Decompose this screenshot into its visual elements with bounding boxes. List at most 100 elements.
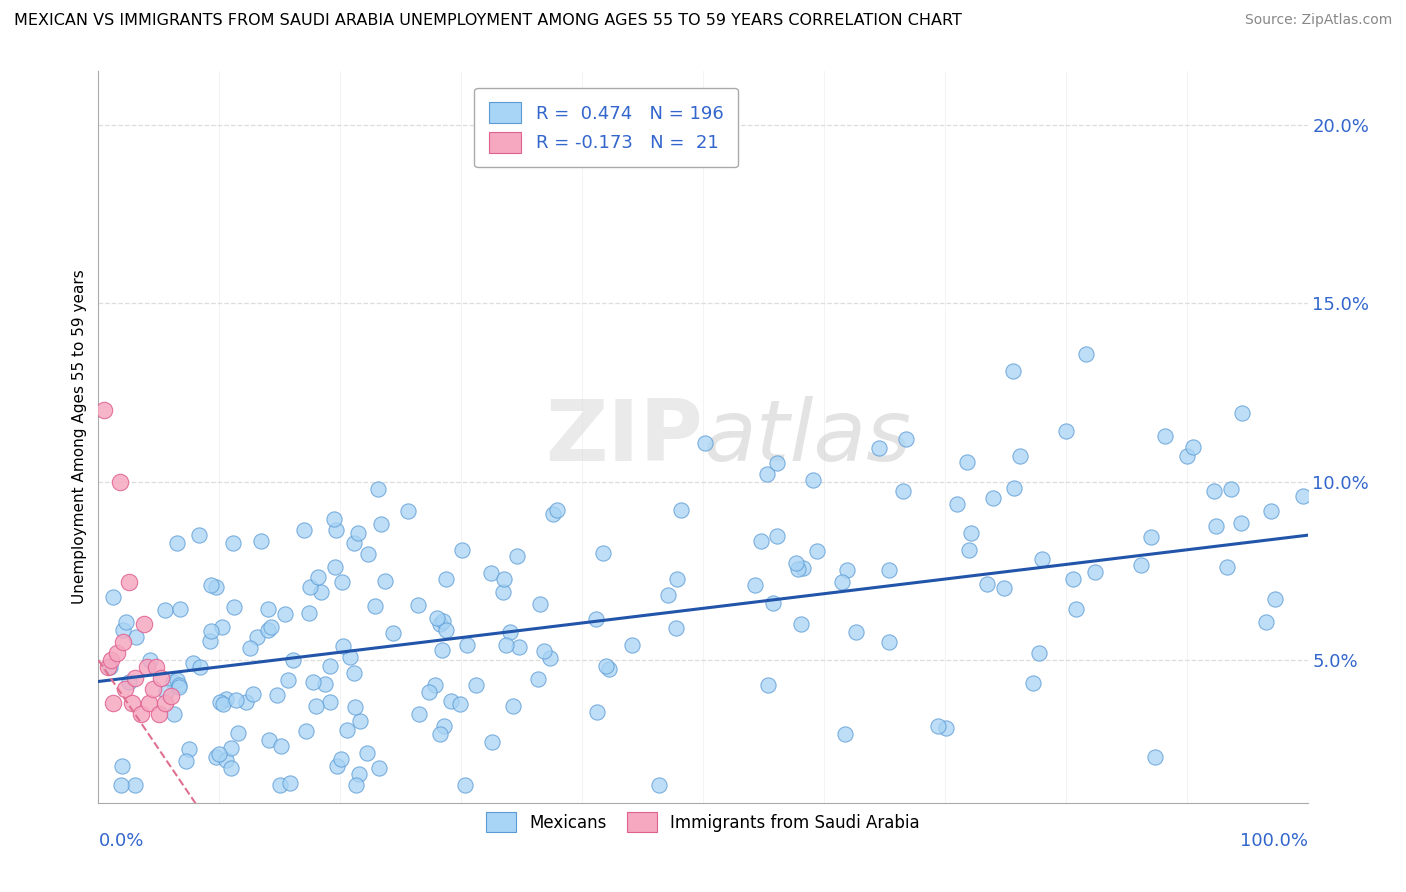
Point [208, 747, 231, 761]
Point [834, 726, 856, 740]
Point [481, 734, 503, 748]
Point [204, 580, 226, 594]
Point [1066, 601, 1088, 615]
Point [294, 724, 316, 739]
Point [330, 752, 353, 766]
Point [250, 533, 273, 548]
Point [298, 606, 321, 620]
Point [464, 678, 486, 692]
Point [749, 534, 772, 549]
Point [110, 778, 132, 792]
Point [215, 692, 238, 706]
Point [755, 467, 778, 481]
Point [347, 766, 370, 780]
Point [208, 695, 231, 709]
Point [332, 639, 354, 653]
Point [239, 641, 262, 656]
Point [169, 678, 191, 692]
Point [669, 503, 692, 517]
Point [314, 677, 336, 691]
Point [181, 656, 204, 670]
Point [357, 547, 380, 561]
Point [138, 696, 160, 710]
Point [494, 572, 516, 586]
Point [945, 498, 967, 512]
Point [302, 675, 325, 690]
Point [792, 561, 814, 575]
Point [434, 573, 457, 587]
Point [1216, 559, 1239, 574]
Point [339, 649, 361, 664]
Point [319, 695, 342, 709]
Point [1002, 481, 1025, 495]
Point [266, 688, 288, 702]
Point [508, 640, 530, 655]
Point [121, 696, 143, 710]
Point [526, 672, 548, 686]
Point [198, 633, 221, 648]
Point [765, 529, 787, 543]
Point [665, 572, 688, 586]
Point [215, 753, 238, 767]
Point [103, 591, 125, 605]
Point [226, 725, 249, 739]
Point [538, 651, 561, 665]
Point [342, 536, 364, 550]
Point [432, 614, 454, 628]
Point [1140, 530, 1163, 544]
Point [790, 617, 813, 632]
Point [160, 689, 183, 703]
Point [269, 778, 291, 792]
Point [124, 671, 146, 685]
Point [343, 666, 366, 681]
Point [657, 588, 679, 602]
Point [621, 638, 644, 652]
Point [981, 491, 1004, 506]
Point [105, 646, 128, 660]
Point [541, 508, 564, 522]
Point [257, 602, 280, 616]
Point [432, 643, 454, 657]
Point [1074, 347, 1097, 361]
Point [894, 432, 917, 446]
Point [134, 617, 156, 632]
Point [935, 721, 957, 735]
Point [1219, 482, 1241, 496]
Point [100, 659, 122, 673]
Point [307, 570, 329, 584]
Point [235, 695, 257, 709]
Point [330, 574, 353, 589]
Point [396, 503, 419, 517]
Point [211, 620, 233, 634]
Point [323, 560, 346, 574]
Point [756, 678, 779, 692]
Point [169, 602, 191, 616]
Point [806, 544, 828, 558]
Point [346, 526, 368, 541]
Point [585, 612, 607, 626]
Text: MEXICAN VS IMMIGRANTS FROM SAUDI ARABIA UNEMPLOYMENT AMONG AGES 55 TO 59 YEARS C: MEXICAN VS IMMIGRANTS FROM SAUDI ARABIA … [14, 13, 962, 29]
Point [744, 578, 766, 592]
Legend: Mexicans, Immigrants from Saudi Arabia: Mexicans, Immigrants from Saudi Arabia [479, 805, 927, 838]
Point [598, 662, 620, 676]
Point [492, 584, 515, 599]
Point [1062, 572, 1084, 586]
Point [281, 653, 304, 667]
Point [115, 615, 138, 629]
Point [1181, 440, 1204, 454]
Point [592, 545, 614, 559]
Point [118, 674, 141, 689]
Point [335, 723, 357, 737]
Point [177, 742, 200, 756]
Point [155, 603, 177, 617]
Point [1031, 552, 1053, 566]
Point [270, 739, 292, 753]
Point [1229, 516, 1251, 530]
Point [343, 699, 366, 714]
Point [976, 577, 998, 591]
Point [111, 635, 134, 649]
Point [142, 681, 165, 696]
Point [111, 759, 134, 773]
Text: 100.0%: 100.0% [1240, 832, 1308, 850]
Point [219, 761, 242, 775]
